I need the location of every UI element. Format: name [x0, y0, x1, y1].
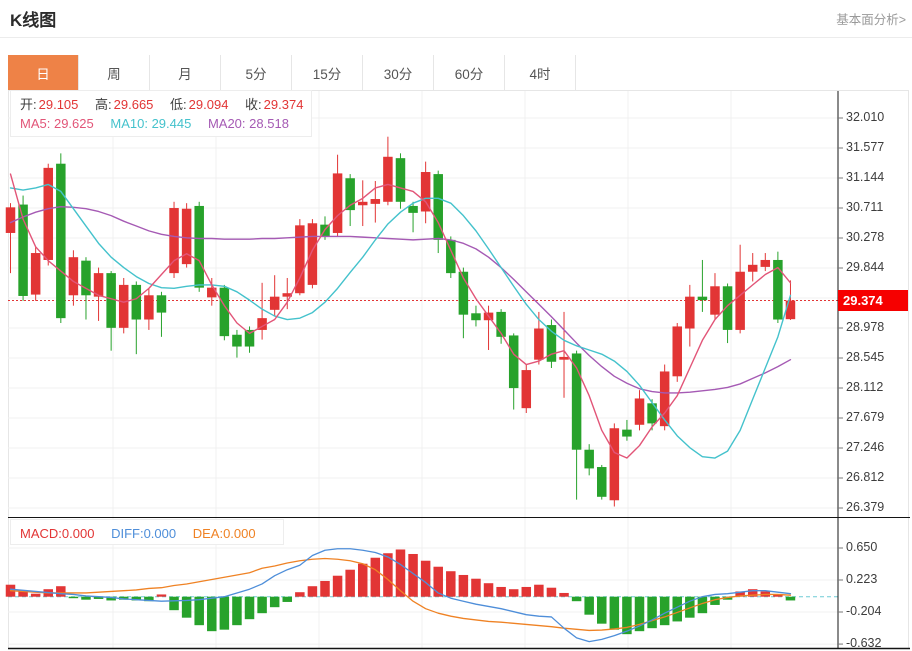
current-price-tag: 29.374: [838, 290, 908, 311]
main-y-axis-label: 29.844: [846, 260, 885, 274]
main-y-axis-label: 27.679: [846, 410, 885, 424]
header-divider: [0, 37, 912, 38]
macd-row: MACD:0.000 DIFF:0.000 DEA:0.000: [20, 524, 274, 543]
main-y-axis: 32.010 31.577 31.144 30.711 30.278 29.844 28.9…: [846, 0, 910, 651]
ohlc-row: 开: 29.105 高: 29.665 低: 29.094 收: 29.374: [20, 95, 304, 114]
main-y-axis-label: 28.545: [846, 350, 885, 364]
ma-row: MA5: 29.625 MA10: 29.445 MA20: 28.518: [20, 114, 302, 133]
page-title: K线图: [10, 11, 57, 30]
ohlc-close: 收: 29.374: [245, 97, 304, 112]
ma5-readout: MA5: 29.625: [20, 116, 94, 131]
ma20-readout: MA20: 28.518: [207, 116, 289, 131]
ma10-readout: MA10: 29.445: [110, 116, 192, 131]
main-y-axis-label: 31.577: [846, 140, 885, 154]
interval-tabbar: 日 周 月 5分 15分 30分 60分 4时: [8, 55, 909, 91]
main-y-axis-label: 26.379: [846, 500, 885, 514]
main-y-axis-label: 28.978: [846, 320, 885, 334]
diff-readout: DIFF:0.000: [111, 526, 177, 541]
main-y-axis-label: 30.711: [846, 200, 884, 214]
dea-readout: DEA:0.000: [192, 526, 256, 541]
tab-month[interactable]: 月: [150, 55, 221, 90]
fundamental-analysis-link[interactable]: 基本面分析>: [836, 13, 906, 27]
main-y-axis-label: 27.246: [846, 440, 885, 454]
ohlc-high: 高: 29.665: [95, 97, 154, 112]
tab-week[interactable]: 周: [79, 55, 150, 90]
main-y-axis-label: 32.010: [846, 110, 885, 124]
tab-4hour[interactable]: 4时: [505, 55, 576, 90]
macd-y-axis-label: 0.223: [846, 571, 878, 586]
tab-15min[interactable]: 15分: [292, 55, 363, 90]
ohlc-low: 低: 29.094: [170, 97, 229, 112]
macd-y-axis-label: -0.204: [846, 603, 882, 618]
tab-30min[interactable]: 30分: [363, 55, 434, 90]
main-y-axis-label: 31.144: [846, 170, 885, 184]
tab-day[interactable]: 日: [8, 55, 79, 90]
tab-60min[interactable]: 60分: [434, 55, 505, 90]
ohlc-open: 开: 29.105: [20, 97, 79, 112]
ohlc-info-box: 开: 29.105 高: 29.665 低: 29.094 收: 29.374 MA5:…: [10, 90, 312, 137]
macd-readout: MACD:0.000: [20, 526, 95, 541]
macd-y-axis-label: 0.650: [846, 539, 878, 554]
tab-5min[interactable]: 5分: [221, 55, 292, 90]
main-y-axis-label: 30.278: [846, 230, 885, 244]
macd-y-axis-label: -0.632: [846, 636, 882, 651]
main-y-axis-label: 28.112: [846, 380, 884, 394]
main-y-axis-label: 26.812: [846, 470, 885, 484]
macd-y-axis: 0.650 0.223 -0.204 -0.632: [846, 0, 910, 651]
macd-info-box: MACD:0.000 DIFF:0.000 DEA:0.000: [10, 519, 284, 545]
